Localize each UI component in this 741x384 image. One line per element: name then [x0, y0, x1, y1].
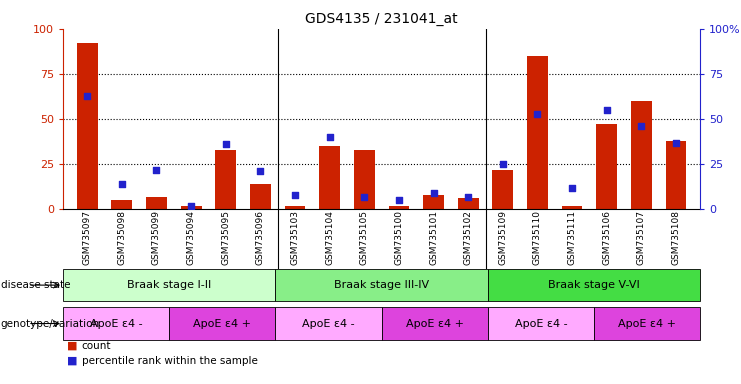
Bar — [250, 184, 270, 209]
Point — [670, 139, 682, 146]
Text: GSM735108: GSM735108 — [671, 210, 680, 265]
Point — [185, 203, 197, 209]
Bar — [354, 150, 375, 209]
Point — [220, 141, 232, 147]
Text: ApoE ε4 -: ApoE ε4 - — [302, 318, 355, 329]
Text: Braak stage I-II: Braak stage I-II — [127, 280, 211, 290]
Text: GSM735095: GSM735095 — [222, 210, 230, 265]
Bar — [597, 124, 617, 209]
Text: GDS4135 / 231041_at: GDS4135 / 231041_at — [305, 12, 458, 25]
Text: ApoE ε4 -: ApoE ε4 - — [90, 318, 142, 329]
Text: GSM735101: GSM735101 — [429, 210, 438, 265]
Bar — [63, 269, 276, 301]
Text: GSM735106: GSM735106 — [602, 210, 611, 265]
Text: GSM735107: GSM735107 — [637, 210, 646, 265]
Bar — [493, 170, 514, 209]
Bar — [382, 307, 488, 340]
Bar — [488, 269, 700, 301]
Bar — [77, 43, 98, 209]
Point — [428, 190, 439, 196]
Bar — [594, 307, 700, 340]
Bar — [146, 197, 167, 209]
Text: ■: ■ — [67, 356, 77, 366]
Bar — [63, 307, 169, 340]
Text: GSM735110: GSM735110 — [533, 210, 542, 265]
Text: GSM735104: GSM735104 — [325, 210, 334, 265]
Point — [636, 123, 648, 129]
Bar — [276, 269, 488, 301]
Bar — [527, 56, 548, 209]
Text: GSM735099: GSM735099 — [152, 210, 161, 265]
Text: ApoE ε4 -: ApoE ε4 - — [514, 318, 568, 329]
Bar — [169, 307, 276, 340]
Bar — [276, 307, 382, 340]
Text: GSM735097: GSM735097 — [83, 210, 92, 265]
Text: count: count — [82, 341, 111, 351]
Text: GSM735109: GSM735109 — [499, 210, 508, 265]
Bar — [111, 200, 132, 209]
Point — [601, 107, 613, 113]
Text: ■: ■ — [67, 341, 77, 351]
Bar — [181, 206, 202, 209]
Text: GSM735102: GSM735102 — [464, 210, 473, 265]
Text: ApoE ε4 +: ApoE ε4 + — [618, 318, 676, 329]
Text: GSM735103: GSM735103 — [290, 210, 299, 265]
Text: ApoE ε4 +: ApoE ε4 + — [193, 318, 251, 329]
Bar — [319, 146, 340, 209]
Point — [289, 192, 301, 198]
Point — [566, 185, 578, 191]
Point — [497, 161, 509, 167]
Text: genotype/variation: genotype/variation — [1, 318, 100, 329]
Bar — [216, 150, 236, 209]
Point — [324, 134, 336, 140]
Point — [116, 181, 127, 187]
Bar — [388, 206, 409, 209]
Bar — [488, 307, 594, 340]
Bar — [665, 141, 686, 209]
Bar — [285, 206, 305, 209]
Point — [82, 93, 93, 99]
Point — [150, 167, 162, 173]
Text: GSM735111: GSM735111 — [568, 210, 576, 265]
Bar — [562, 206, 582, 209]
Text: GSM735105: GSM735105 — [360, 210, 369, 265]
Text: GSM735100: GSM735100 — [394, 210, 403, 265]
Point — [359, 194, 370, 200]
Text: GSM735096: GSM735096 — [256, 210, 265, 265]
Bar — [631, 101, 652, 209]
Text: Braak stage V-VI: Braak stage V-VI — [548, 280, 640, 290]
Bar — [458, 199, 479, 209]
Text: GSM735094: GSM735094 — [187, 210, 196, 265]
Text: GSM735098: GSM735098 — [117, 210, 127, 265]
Text: ApoE ε4 +: ApoE ε4 + — [406, 318, 464, 329]
Point — [462, 194, 474, 200]
Text: percentile rank within the sample: percentile rank within the sample — [82, 356, 257, 366]
Text: disease state: disease state — [1, 280, 70, 290]
Point — [531, 111, 543, 117]
Text: Braak stage III-IV: Braak stage III-IV — [334, 280, 429, 290]
Bar — [423, 195, 444, 209]
Point — [393, 197, 405, 204]
Point — [254, 168, 266, 174]
